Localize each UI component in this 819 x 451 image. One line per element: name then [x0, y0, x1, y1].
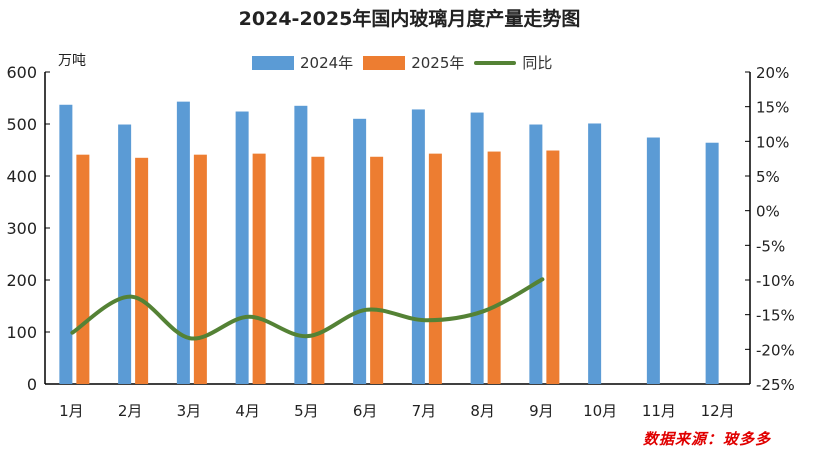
x-tick-label: 12月 [701, 402, 735, 420]
y-tick-label: 600 [6, 63, 37, 82]
legend-swatch [474, 60, 517, 65]
x-tick-label: 10月 [583, 402, 617, 420]
legend-label: 同比 [522, 54, 553, 72]
bar-2024 [470, 112, 484, 384]
y-tick-label: 300 [6, 219, 37, 238]
y2-tick-label: -15% [756, 307, 795, 325]
x-tick-label: 5月 [294, 402, 319, 420]
legend: 2024年 2025年 同比 [252, 52, 562, 73]
legend-swatch [363, 55, 406, 70]
bar-2025 [76, 154, 90, 384]
chart-title: 2024-2025年国内玻璃月度产量走势图 [238, 8, 581, 30]
y2-tick-label: -5% [756, 237, 785, 255]
bar-2025 [428, 153, 442, 384]
legend-swatch [252, 55, 294, 70]
legend-item-2024: 2024年 [252, 52, 353, 73]
bar-2025 [311, 156, 325, 384]
yoy-line [70, 277, 545, 341]
legend-item-2025: 2025年 [363, 52, 464, 73]
bar-2024 [705, 142, 719, 384]
bar-2024 [59, 104, 73, 384]
bar-2025 [193, 154, 207, 384]
y2-tick-label: -25% [756, 376, 795, 394]
y2-tick-label: 5% [756, 168, 780, 186]
bar-2025 [370, 156, 384, 384]
x-tick-label: 1月 [59, 402, 84, 420]
y-tick-label: 500 [6, 115, 37, 134]
y2-tick-label: 10% [756, 133, 789, 151]
y2-tick-label: -10% [756, 272, 795, 290]
x-tick-label: 6月 [353, 402, 378, 420]
x-tick-label: 11月 [642, 402, 676, 420]
bar-2024 [235, 111, 249, 385]
bar-2024 [353, 118, 367, 385]
x-tick-label: 7月 [412, 402, 437, 420]
source-note: 数据来源：玻多多 [642, 430, 771, 448]
bar-2025 [252, 153, 266, 384]
y2-tick-label: -20% [756, 341, 795, 359]
y2-tick-label: 20% [756, 64, 789, 82]
bar-2024 [588, 123, 602, 384]
bar-2025 [487, 151, 501, 384]
bar-2025 [135, 157, 149, 384]
y-axis-unit: 万吨 [58, 53, 86, 69]
bar-2024 [411, 109, 425, 384]
bar-2024 [118, 124, 132, 385]
y2-tick-label: 0% [756, 203, 780, 221]
y-tick-label: 400 [6, 167, 37, 186]
legend-label: 2024年 [300, 54, 354, 72]
x-tick-label: 3月 [177, 402, 202, 420]
bar-2024 [294, 105, 308, 385]
x-tick-label: 8月 [470, 402, 495, 420]
y-tick-label: 100 [6, 323, 37, 342]
bar-2025 [546, 150, 560, 384]
bar-2024 [529, 124, 543, 385]
x-tick-label: 9月 [529, 402, 554, 420]
y-tick-label: 0 [27, 375, 37, 394]
x-tick-label: 4月 [235, 402, 260, 420]
bar-2024 [176, 101, 190, 384]
y-tick-label: 200 [6, 271, 37, 290]
x-tick-label: 2月 [118, 402, 143, 420]
y2-tick-label: 15% [756, 99, 789, 117]
legend-item-yoy: 同比 [474, 52, 552, 73]
bar-2024 [646, 137, 660, 384]
legend-label: 2025年 [411, 54, 465, 72]
